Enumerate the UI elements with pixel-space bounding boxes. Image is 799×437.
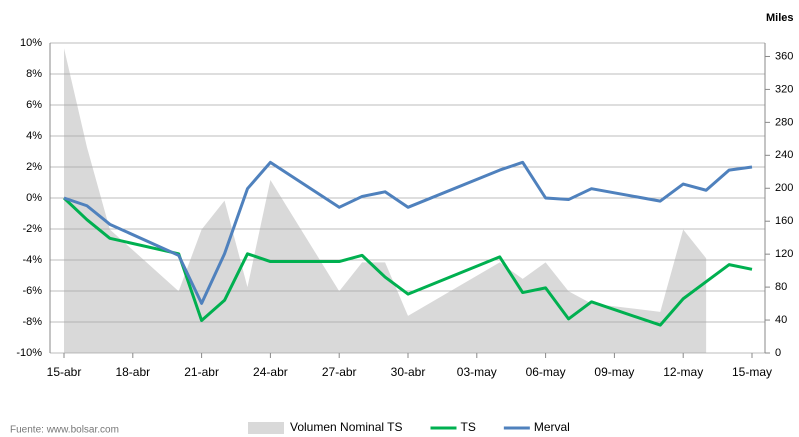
y-tick-label: 2% (26, 161, 42, 173)
y-tick-label: 4% (26, 130, 42, 142)
series-line (63, 160, 753, 305)
x-tick-label: 30-abr (391, 365, 426, 379)
series-line (62, 196, 753, 327)
x-tick-label: 27-abr (322, 365, 357, 379)
x-tick-label: 24-abr (253, 365, 288, 379)
y-tick-label: -10% (16, 347, 42, 359)
volume-area (64, 48, 707, 353)
y2-tick-label: 200 (775, 182, 793, 194)
y2-tick-label: 360 (775, 50, 793, 62)
y-tick-label: -2% (22, 223, 42, 235)
y2-tick-label: 160 (775, 215, 793, 227)
x-tick-label: 06-may (526, 365, 566, 379)
y-tick-label: -4% (22, 254, 42, 266)
x-tick-label: 18-abr (115, 365, 150, 379)
x-tick-label: 03-may (457, 365, 497, 379)
y2-tick-label: 80 (775, 281, 787, 293)
y2-tick-label: 320 (775, 83, 793, 95)
y2-tick-label: 120 (775, 248, 793, 260)
legend-label: Merval (534, 420, 570, 434)
y2-tick-label: 0 (775, 347, 781, 359)
y-tick-label: 8% (26, 68, 42, 80)
y2-tick-label: 280 (775, 116, 793, 128)
x-tick-label: 15-may (732, 365, 772, 379)
legend-label: TS (461, 420, 476, 434)
y2-tick-label: 40 (775, 314, 787, 326)
x-tick-label: 15-abr (47, 365, 82, 379)
x-tick-label: 09-may (594, 365, 634, 379)
source: Fuente: www.bolsar.com (10, 425, 119, 436)
legend-label: Volumen Nominal TS (290, 420, 403, 434)
x-tick-label: 21-abr (184, 365, 219, 379)
legend-swatch (248, 422, 284, 434)
y-tick-label: 6% (26, 99, 42, 111)
x-tick-label: 12-may (663, 365, 703, 379)
y-tick-label: 10% (20, 37, 42, 49)
y2-axis-title: Miles (766, 12, 794, 24)
y-tick-label: 0% (26, 192, 42, 204)
y-tick-label: -6% (22, 285, 42, 297)
y2-tick-label: 240 (775, 149, 793, 161)
y-tick-label: -8% (22, 316, 42, 328)
